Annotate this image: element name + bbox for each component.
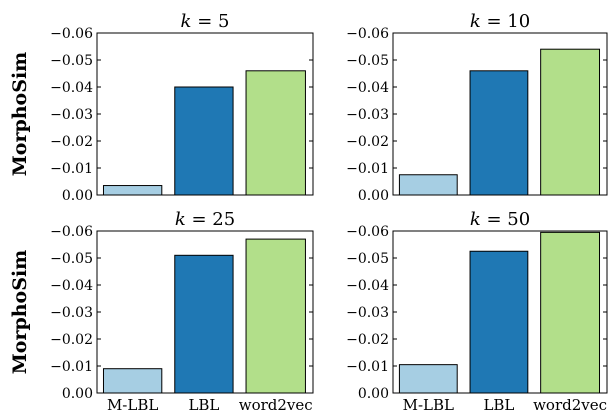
y-tick-label: −0.06 [346,26,389,42]
panel-1: 0.00 −0.01 −0.02 −0.03 −0.04 −0.05 −0.06 k = 5 M… [9,11,314,204]
panel-title-value: 50 [507,209,530,230]
y-tick-label: −0.05 [50,53,93,69]
y-axis-label: MorphoSim [9,52,31,177]
bar-word2vec [245,238,306,394]
panel-title-value: 25 [212,209,235,230]
bar-m-lbl [102,185,163,196]
bar-lbl [174,254,234,394]
category-label-m-lbl: M-LBL [403,396,454,414]
panel-title-equals: = [481,209,508,230]
y-axis-label: MorphoSim [9,250,31,375]
y-tick-label: 0.00 [358,386,389,402]
y-tick-label: −0.05 [50,251,93,267]
bar-m-lbl [102,368,163,394]
category-label-lbl: LBL [483,396,514,414]
y-tick-label: −0.02 [346,332,389,348]
y-tick-label: −0.03 [346,107,389,123]
y-tick-label: −0.03 [50,305,93,321]
y-tick-label: 0.00 [62,188,93,204]
category-label-m-lbl: M-LBL [107,396,158,414]
panel-title-equals: = [186,209,213,230]
category-label-lbl: LBL [188,396,219,414]
panel-title: k = 25 [175,209,235,230]
category-label-word2vec: word2vec [533,396,607,414]
y-tick-label: −0.01 [50,161,93,177]
panel-title-variable: k [470,11,481,32]
panel-2: 0.00 −0.01 −0.02 −0.03 −0.04 −0.05 −0.06 k = 10 [346,11,608,204]
y-tick-label: −0.01 [50,359,93,375]
bar-word2vec [540,48,601,196]
y-tick-label: −0.05 [346,53,389,69]
y-tick-label: 0.00 [62,386,93,402]
panel-title-value: 5 [218,11,229,32]
bar-lbl [174,86,234,196]
y-tick-label: −0.04 [50,278,93,294]
y-tick-label: −0.03 [50,107,93,123]
panel-title-variable: k [181,11,192,32]
y-tick-label: −0.03 [346,305,389,321]
panel-title: k = 50 [470,209,530,230]
panel-4: 0.00 −0.01 −0.02 −0.03 −0.04 −0.05 −0.06 k = 50… [346,209,608,414]
panel-3: 0.00 −0.01 −0.02 −0.03 −0.04 −0.05 −0.06 k = 25… [9,209,314,414]
bar-lbl [469,250,529,394]
y-tick-label: −0.02 [50,134,93,150]
bar-word2vec [540,231,601,394]
panel-title-variable: k [175,209,186,230]
y-tick-label: −0.04 [346,278,389,294]
panel-title: k = 10 [470,11,530,32]
y-tick-label: −0.05 [346,251,389,267]
panel-title: k = 5 [181,11,230,32]
bar-lbl [469,70,529,196]
y-tick-label: −0.06 [50,26,93,42]
bar-m-lbl [398,364,458,394]
y-tick-label: −0.01 [346,359,389,375]
y-tick-label: −0.06 [346,224,389,240]
y-tick-label: −0.02 [50,332,93,348]
bar-word2vec [245,70,306,196]
y-tick-label: −0.04 [346,80,389,96]
y-tick-label: −0.04 [50,80,93,96]
y-tick-label: 0.00 [358,188,389,204]
y-tick-label: −0.02 [346,134,389,150]
panel-title-equals: = [191,11,218,32]
category-label-word2vec: word2vec [239,396,313,414]
y-tick-label: −0.01 [346,161,389,177]
bar-m-lbl [398,174,458,196]
panel-title-equals: = [481,11,508,32]
panel-title-value: 10 [507,11,530,32]
panel-title-variable: k [470,209,481,230]
y-tick-label: −0.06 [50,224,93,240]
